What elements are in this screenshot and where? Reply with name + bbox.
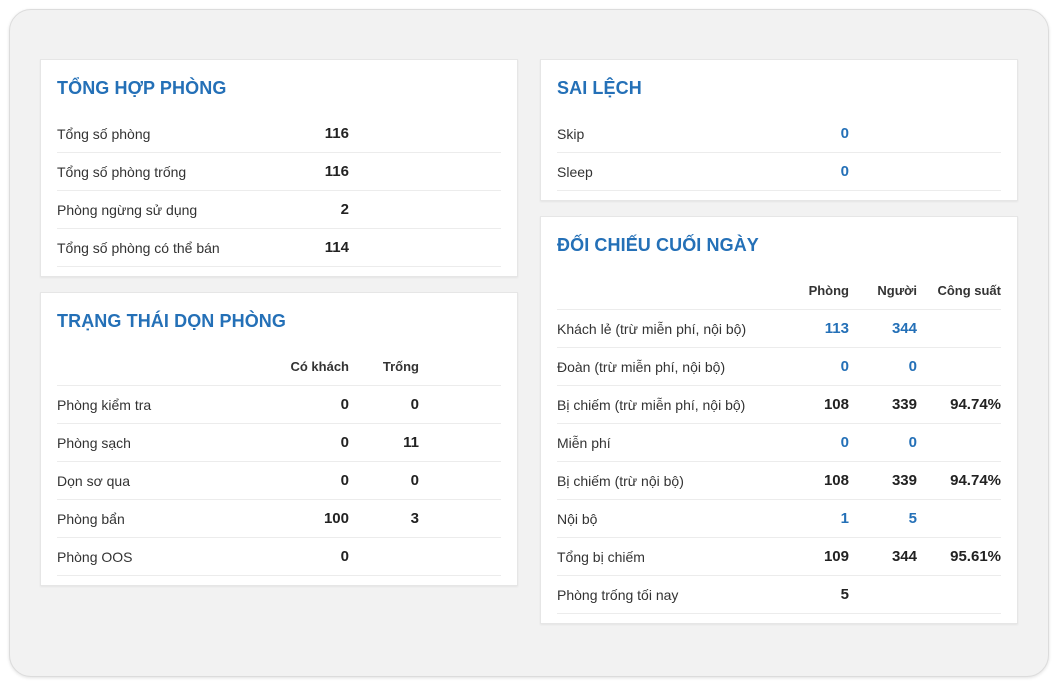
deviation-title: SAI LỆCH: [557, 78, 642, 98]
rooms-value: 108: [823, 396, 849, 413]
housekeeping-vacant-value: 0: [410, 396, 419, 413]
summary-row-label: Phòng ngừng sử dụng: [57, 202, 198, 218]
summary-row-label: Tổng số phòng trống: [57, 164, 187, 180]
housekeeping-vacant-value: [357, 538, 419, 576]
summary-row: Tổng số phòng 116: [57, 115, 501, 153]
occupancy-value: [921, 310, 1001, 348]
rooms-value[interactable]: 1: [840, 510, 849, 527]
housekeeping-occupied-value: 0: [340, 396, 349, 413]
end-of-day-row-label: Nội bộ: [557, 511, 598, 527]
occupancy-value: [921, 576, 1001, 614]
end-of-day-card: ĐỐI CHIẾU CUỐI NGÀY Phòng Người Công suấ…: [540, 216, 1018, 624]
rooms-value[interactable]: 0: [840, 358, 849, 375]
summary-row: Phòng ngừng sử dụng 2: [57, 191, 501, 229]
occupancy-value: [921, 348, 1001, 386]
header-people: Người: [877, 283, 917, 298]
end-of-day-title: ĐỐI CHIẾU CUỐI NGÀY: [557, 235, 759, 255]
rooms-value[interactable]: 0: [840, 434, 849, 451]
people-value: 339: [891, 472, 917, 489]
header-vacant: Trống: [382, 359, 419, 374]
deviation-row: Skip 0: [557, 115, 1001, 153]
rooms-value: 109: [823, 548, 849, 565]
summary-row-label: Tổng số phòng: [57, 126, 151, 142]
housekeeping-row-label: Phòng OOS: [57, 549, 133, 565]
end-of-day-row: Bị chiếm (trừ nội bộ) 108 339 94.74%: [557, 462, 1001, 500]
end-of-day-header-row: Phòng Người Công suất: [557, 272, 1001, 310]
people-value[interactable]: 5: [908, 510, 917, 527]
housekeeping-row: Phòng bẩn 100 3: [57, 500, 501, 538]
deviation-card: SAI LỆCH Skip 0 Sleep 0: [540, 59, 1018, 201]
end-of-day-row: Miễn phí 0 0: [557, 424, 1001, 462]
header-occupancy: Công suất: [937, 283, 1001, 298]
occupancy-value: 95.61%: [950, 548, 1001, 565]
rooms-value: 5: [840, 586, 849, 603]
header-occupied: Có khách: [290, 359, 349, 374]
rooms-value[interactable]: 113: [824, 320, 849, 337]
housekeeping-title: TRẠNG THÁI DỌN PHÒNG: [57, 311, 286, 331]
end-of-day-row-label: Bị chiếm (trừ miễn phí, nội bộ): [557, 397, 746, 413]
housekeeping-occupied-value: 0: [340, 434, 349, 451]
housekeeping-occupied-value: 0: [340, 548, 349, 565]
housekeeping-row: Dọn sơ qua 0 0: [57, 462, 501, 500]
deviation-row-value[interactable]: 0: [840, 125, 849, 142]
header-rooms: Phòng: [808, 283, 849, 298]
summary-row-value: 2: [340, 201, 349, 218]
housekeeping-row: Phòng OOS 0: [57, 538, 501, 576]
housekeeping-header-row: Có khách Trống: [57, 348, 501, 386]
summary-row-value: 114: [324, 239, 349, 256]
summary-row-value: 116: [324, 125, 349, 142]
housekeeping-occupied-value: 100: [323, 510, 349, 527]
deviation-row-label: Sleep: [557, 164, 593, 180]
summary-row-label: Tổng số phòng có thể bán: [57, 240, 220, 256]
housekeeping-row-label: Phòng kiểm tra: [57, 397, 152, 413]
people-value: 344: [891, 548, 917, 565]
end-of-day-row-label: Đoàn (trừ miễn phí, nội bộ): [557, 359, 726, 375]
end-of-day-row: Nội bộ 1 5: [557, 500, 1001, 538]
deviation-row-label: Skip: [557, 126, 585, 142]
occupancy-value: 94.74%: [950, 396, 1001, 413]
occupancy-value: [921, 424, 1001, 462]
end-of-day-row-label: Tổng bị chiếm: [557, 549, 645, 565]
people-value[interactable]: 0: [908, 434, 917, 451]
rooms-value: 108: [823, 472, 849, 489]
end-of-day-row: Đoàn (trừ miễn phí, nội bộ) 0 0: [557, 348, 1001, 386]
end-of-day-row: Khách lẻ (trừ miễn phí, nội bộ) 113 344: [557, 310, 1001, 348]
people-value: 339: [891, 396, 917, 413]
housekeeping-occupied-value: 0: [340, 472, 349, 489]
housekeeping-vacant-value: 0: [410, 472, 419, 489]
dashboard-frame: TỔNG HỢP PHÒNG Tổng số phòng 116 Tổng số…: [9, 9, 1049, 677]
housekeeping-vacant-value: 11: [403, 434, 419, 451]
end-of-day-row: Tổng bị chiếm 109 344 95.61%: [557, 538, 1001, 576]
housekeeping-row: Phòng kiểm tra 0 0: [57, 386, 501, 424]
summary-row: Tổng số phòng có thể bán 114: [57, 229, 501, 267]
housekeeping-row-label: Phòng sạch: [57, 435, 131, 451]
room-summary-card: TỔNG HỢP PHÒNG Tổng số phòng 116 Tổng số…: [40, 59, 518, 277]
end-of-day-row-label: Phòng trống tối nay: [557, 587, 679, 603]
end-of-day-row-label: Miễn phí: [557, 435, 611, 451]
end-of-day-row-label: Khách lẻ (trừ miễn phí, nội bộ): [557, 321, 747, 337]
summary-row-value: 116: [324, 163, 349, 180]
people-value[interactable]: 344: [891, 320, 917, 337]
housekeeping-vacant-value: 3: [410, 510, 419, 527]
deviation-row-value[interactable]: 0: [840, 163, 849, 180]
end-of-day-row: Phòng trống tối nay 5: [557, 576, 1001, 614]
occupancy-value: 94.74%: [950, 472, 1001, 489]
housekeeping-row: Phòng sạch 0 11: [57, 424, 501, 462]
people-value: [853, 576, 917, 614]
deviation-row: Sleep 0: [557, 153, 1001, 191]
people-value[interactable]: 0: [908, 358, 917, 375]
occupancy-value: [921, 500, 1001, 538]
end-of-day-row-label: Bị chiếm (trừ nội bộ): [557, 473, 684, 489]
end-of-day-row: Bị chiếm (trừ miễn phí, nội bộ) 108 339 …: [557, 386, 1001, 424]
summary-row: Tổng số phòng trống 116: [57, 153, 501, 191]
room-summary-title: TỔNG HỢP PHÒNG: [57, 78, 227, 98]
housekeeping-row-label: Dọn sơ qua: [57, 473, 131, 489]
housekeeping-row-label: Phòng bẩn: [57, 511, 125, 527]
housekeeping-card: TRẠNG THÁI DỌN PHÒNG Có khách Trống Phòn…: [40, 292, 518, 586]
